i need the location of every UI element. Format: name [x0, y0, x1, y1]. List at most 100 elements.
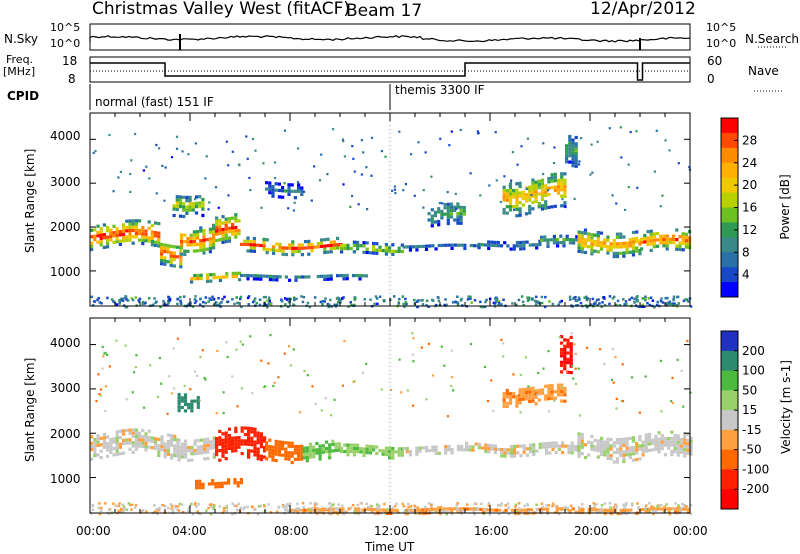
noise-cell — [653, 306, 656, 309]
echo-band-cell — [554, 444, 558, 448]
echo-band-cell — [580, 243, 584, 248]
noise-cell — [269, 303, 273, 306]
echo-patch-cell — [236, 484, 240, 488]
sparse-cell — [508, 184, 511, 187]
noise-cell — [600, 305, 603, 308]
echo-band-cell — [557, 444, 561, 448]
echo-band-cell — [644, 436, 648, 440]
sparse-cell — [579, 414, 582, 417]
echo-band-cell — [424, 449, 429, 453]
echo-patch-cell — [563, 393, 567, 397]
echo-patch-cell — [239, 477, 243, 482]
xtick-3: 12:00 — [374, 524, 409, 538]
noise-cell — [277, 505, 281, 509]
echo-band-cell — [237, 436, 241, 440]
echo-band-cell — [583, 443, 588, 447]
echo-band-cell — [302, 453, 306, 457]
sparse-cell — [585, 346, 589, 349]
noise-cell — [215, 301, 218, 304]
echo-band-cell — [154, 243, 158, 247]
noise-cell — [179, 295, 182, 299]
noise-cell — [636, 299, 640, 302]
echo-band-cell — [183, 249, 187, 253]
echo-patch-cell — [563, 344, 567, 348]
echo-band-cell — [628, 436, 632, 440]
echo-band-cell — [570, 444, 574, 448]
echo-band-cell — [166, 452, 170, 456]
noise-cell — [254, 508, 257, 511]
echo-band-cell — [388, 456, 392, 460]
echo-patch-cell — [172, 213, 176, 218]
sparse-cell — [199, 356, 202, 359]
echo-band-cell — [250, 436, 254, 440]
noise-cell — [613, 295, 616, 299]
echo-band-cell — [329, 240, 333, 244]
echo-band-cell — [596, 442, 600, 446]
echo-band-cell — [596, 250, 600, 254]
noise-cell — [631, 504, 634, 507]
sparse-cell — [117, 176, 120, 179]
noise-cell — [225, 506, 228, 510]
echo-band-cell — [259, 441, 263, 446]
noise-cell — [370, 510, 374, 514]
colorbar-swatch — [721, 267, 738, 283]
echo-band-cell — [647, 439, 652, 443]
sparse-cell — [635, 130, 638, 133]
echo-patch-cell — [555, 510, 559, 514]
echo-band-cell — [346, 243, 350, 247]
noise-cell — [218, 505, 222, 508]
sparse-cell — [612, 381, 615, 384]
echo-patch-cell — [518, 401, 522, 405]
echo-patch-cell — [288, 278, 292, 282]
sparse-cell — [571, 364, 574, 367]
noise-cell — [479, 305, 483, 308]
noise-cell — [112, 502, 115, 505]
echo-band-cell — [252, 240, 256, 244]
sparse-cell — [98, 393, 101, 396]
noise-cell — [526, 503, 529, 506]
echo-patch-cell — [563, 191, 567, 195]
echo-patch-cell — [191, 208, 195, 212]
echo-patch-cell — [629, 508, 633, 512]
echo-band-cell — [157, 437, 161, 441]
echo-band-cell — [615, 255, 620, 259]
echo-band-cell — [318, 444, 322, 448]
echo-band-cell — [173, 447, 177, 451]
echo-band-cell — [154, 440, 158, 444]
xtick-5: 20:00 — [574, 524, 609, 538]
sparse-cell — [574, 367, 577, 370]
echo-band-cell — [125, 226, 129, 230]
echo-band-cell — [249, 249, 253, 253]
sparse-cell — [353, 380, 356, 383]
noise-cell — [251, 505, 254, 508]
echo-band-cell — [256, 453, 260, 458]
echo-band-cell — [336, 243, 340, 247]
echo-band-cell — [268, 248, 272, 252]
echo-band-cell — [545, 445, 549, 449]
echo-patch-cell — [312, 508, 316, 512]
echo-band-cell — [644, 449, 648, 453]
echo-patch-cell — [272, 275, 276, 279]
echo-band-cell — [206, 447, 210, 451]
echo-band-cell — [315, 441, 319, 446]
echo-patch-cell — [544, 203, 548, 207]
echo-patch-cell — [518, 210, 522, 214]
noise-cell — [231, 298, 234, 301]
noise-cell — [323, 300, 326, 303]
echo-band-cell — [652, 232, 656, 236]
echo-band-cell — [234, 216, 238, 220]
echo-band-cell — [375, 445, 379, 449]
sparse-cell — [176, 337, 179, 340]
echo-band-cell — [649, 239, 653, 243]
colorbar-swatch — [721, 489, 738, 510]
echo-band-cell — [652, 238, 656, 242]
echo-band-cell — [274, 452, 278, 456]
echo-band-cell — [683, 451, 687, 455]
echo-band-cell — [683, 448, 687, 452]
echo-band-cell — [115, 433, 119, 437]
echo-band-cell — [215, 443, 219, 447]
echo-band-cell — [115, 443, 119, 447]
colorbar-tick-label: -100 — [742, 462, 769, 476]
echo-band-cell — [609, 248, 613, 252]
echo-band-cell — [580, 436, 584, 440]
